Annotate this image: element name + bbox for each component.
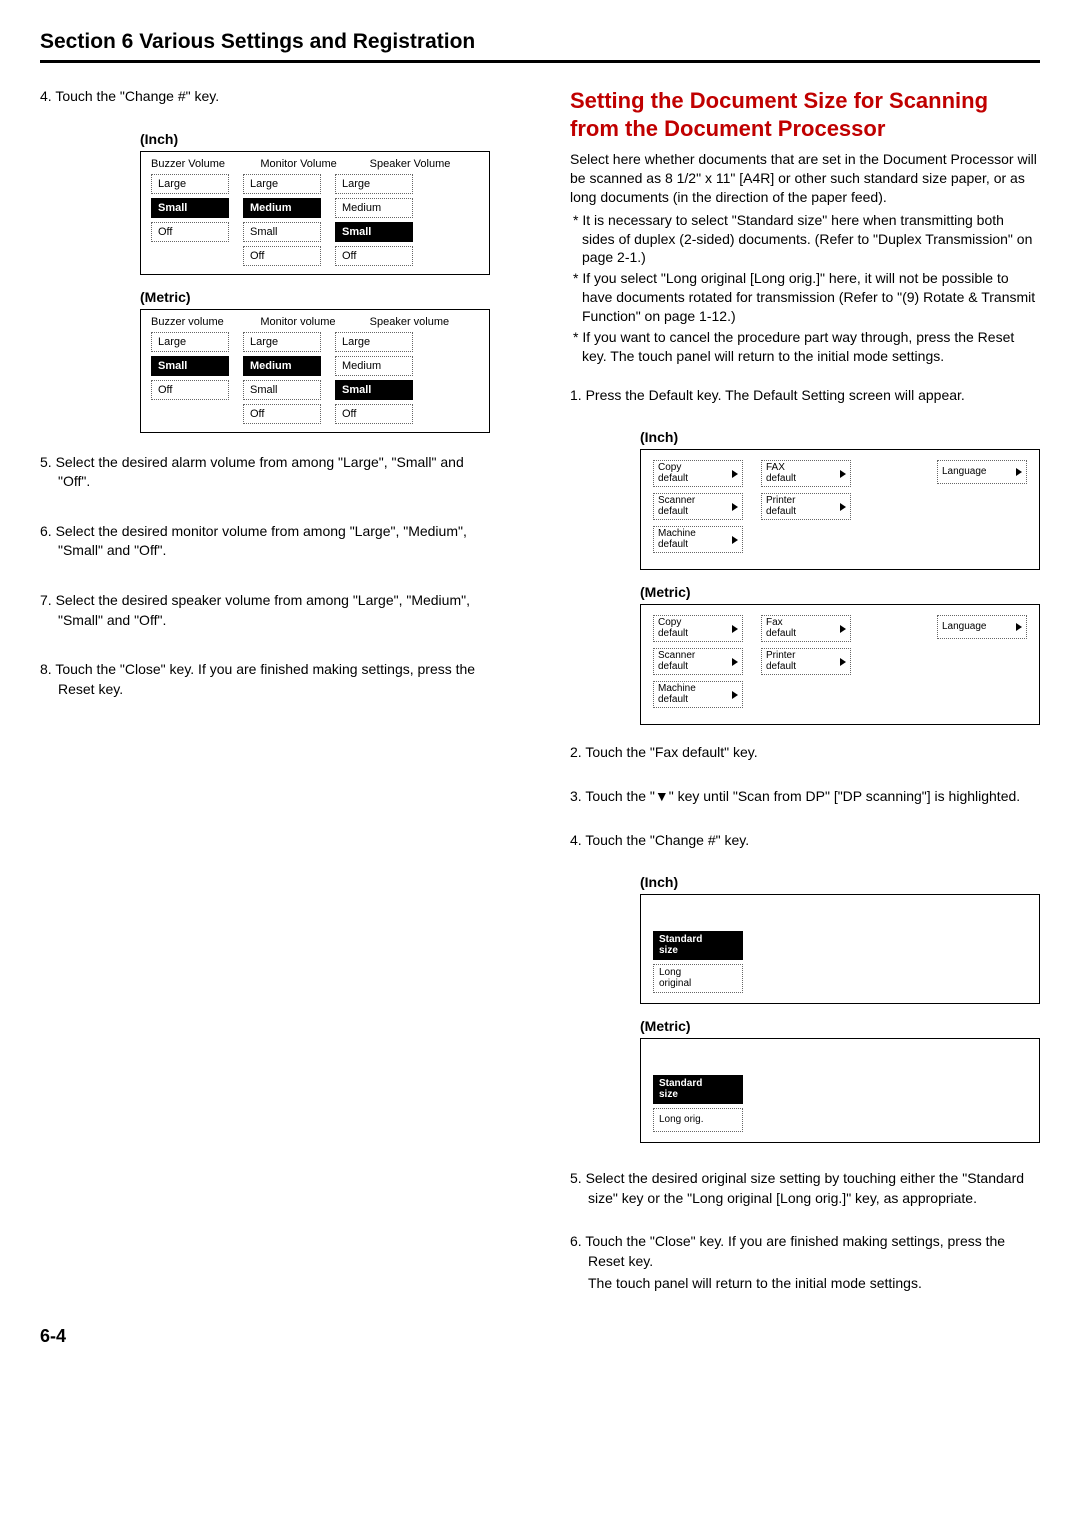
inch-label: (Inch) [140,131,490,147]
page-header: Section 6 Various Settings and Registrat… [40,30,1040,63]
buzzer-small-m[interactable]: Small [151,356,229,376]
metric-label: (Metric) [140,289,490,305]
right-step-2: 2. Touch the "Fax default" key. [570,743,1040,763]
default-row-2-inch: Scannerdefault Printerdefault [653,493,1027,520]
long-original-btn[interactable]: Longoriginal [653,964,743,993]
speaker-off-m[interactable]: Off [335,404,413,424]
default-row-1-inch: Copydefault FAXdefault Language [653,460,1027,487]
language-btn[interactable]: Language [937,460,1027,484]
language-btn-m[interactable]: Language [937,615,1027,639]
speaker-off[interactable]: Off [335,246,413,266]
volume-headers-inch: Buzzer Volume Monitor Volume Speaker Vol… [151,158,479,170]
speaker-small[interactable]: Small [335,222,413,242]
right-note-3: * If you want to cancel the procedure pa… [570,328,1040,366]
default-panel-metric: Copydefault Faxdefault Language Scannerd… [640,604,1040,725]
buzzer-large[interactable]: Large [151,174,229,194]
monitor-col-m: Large Medium Small Off [243,332,321,424]
printer-default-btn-m[interactable]: Printerdefault [761,648,851,675]
buzzer-off[interactable]: Off [151,222,229,242]
monitor-medium[interactable]: Medium [243,198,321,218]
monitor-off-m[interactable]: Off [243,404,321,424]
volume-headers-metric: Buzzer volume Monitor volume Speaker vol… [151,316,479,328]
long-orig-btn-m[interactable]: Long orig. [653,1108,743,1132]
inch-label-size: (Inch) [640,874,1040,890]
speaker-col: Large Medium Small Off [335,174,413,266]
monitor-small[interactable]: Small [243,222,321,242]
monitor-medium-m[interactable]: Medium [243,356,321,376]
right-step-1: 1. Press the Default key. The Default Se… [570,386,1040,406]
header-speaker-m: Speaker volume [370,316,479,328]
right-step-3: 3. Touch the "▼" key until "Scan from DP… [570,787,1040,807]
scanner-default-btn[interactable]: Scannerdefault [653,493,743,520]
default-row-1-metric: Copydefault Faxdefault Language [653,615,1027,642]
size-panel-inch: Standardsize Longoriginal [640,894,1040,1004]
left-step-6: 6. Select the desired monitor volume fro… [40,522,490,561]
size-panel-metric: Standardsize Long orig. [640,1038,1040,1143]
section-title: Section 6 Various Settings and Registrat… [40,30,1040,54]
buzzer-off-m[interactable]: Off [151,380,229,400]
standard-size-btn-m[interactable]: Standardsize [653,1075,743,1104]
metric-label-r: (Metric) [640,584,1040,600]
scanner-default-btn-m[interactable]: Scannerdefault [653,648,743,675]
speaker-col-m: Large Medium Small Off [335,332,413,424]
monitor-small-m[interactable]: Small [243,380,321,400]
inch-label-r: (Inch) [640,429,1040,445]
size-col-metric: Standardsize Long orig. [653,1075,743,1132]
left-column: 4. Touch the "Change #" key. (Inch) Buzz… [40,87,490,1296]
left-step-5: 5. Select the desired alarm volume from … [40,453,490,492]
monitor-large[interactable]: Large [243,174,321,194]
header-buzzer: Buzzer Volume [151,158,260,170]
printer-default-btn[interactable]: Printerdefault [761,493,851,520]
default-row-3-inch: Machinedefault [653,526,1027,553]
right-note-2: * If you select "Long original [Long ori… [570,269,1040,326]
standard-size-btn[interactable]: Standardsize [653,931,743,960]
left-step-8: 8. Touch the "Close" key. If you are fin… [40,660,490,699]
right-step-4: 4. Touch the "Change #" key. [570,831,1040,851]
speaker-small-m[interactable]: Small [335,380,413,400]
two-column-layout: 4. Touch the "Change #" key. (Inch) Buzz… [40,87,1040,1296]
left-step-7: 7. Select the desired speaker volume fro… [40,591,490,630]
right-step-6b: The touch panel will return to the initi… [570,1274,1040,1293]
machine-default-btn-m[interactable]: Machinedefault [653,681,743,708]
size-col-inch: Standardsize Longoriginal [653,931,743,993]
fax-default-btn-m[interactable]: Faxdefault [761,615,851,642]
buzzer-large-m[interactable]: Large [151,332,229,352]
speaker-large-m[interactable]: Large [335,332,413,352]
header-speaker: Speaker Volume [370,158,479,170]
machine-default-btn[interactable]: Machinedefault [653,526,743,553]
volume-cols-metric: Large Small Off Large Medium Small Off L… [151,332,479,424]
monitor-col: Large Medium Small Off [243,174,321,266]
default-row-2-metric: Scannerdefault Printerdefault [653,648,1027,675]
volume-panel-inch: Buzzer Volume Monitor Volume Speaker Vol… [140,151,490,275]
header-monitor-m: Monitor volume [260,316,369,328]
speaker-medium[interactable]: Medium [335,198,413,218]
default-row-3-metric: Machinedefault [653,681,1027,708]
right-note-1: * It is necessary to select "Standard si… [570,211,1040,268]
header-buzzer-m: Buzzer volume [151,316,260,328]
default-panel-inch: Copydefault FAXdefault Language Scannerd… [640,449,1040,570]
buzzer-col-m: Large Small Off [151,332,229,424]
page-number: 6-4 [40,1326,1040,1347]
right-column: Setting the Document Size for Scanning f… [570,87,1040,1296]
monitor-off[interactable]: Off [243,246,321,266]
copy-default-btn[interactable]: Copydefault [653,460,743,487]
buzzer-small[interactable]: Small [151,198,229,218]
header-monitor: Monitor Volume [260,158,369,170]
speaker-medium-m[interactable]: Medium [335,356,413,376]
right-step-5: 5. Select the desired original size sett… [570,1169,1040,1208]
fax-default-btn[interactable]: FAXdefault [761,460,851,487]
right-heading: Setting the Document Size for Scanning f… [570,87,1040,142]
speaker-large[interactable]: Large [335,174,413,194]
left-step-4: 4. Touch the "Change #" key. [40,87,490,107]
right-step-6a: 6. Touch the "Close" key. If you are fin… [570,1232,1040,1271]
volume-panel-metric: Buzzer volume Monitor volume Speaker vol… [140,309,490,433]
monitor-large-m[interactable]: Large [243,332,321,352]
copy-default-btn-m[interactable]: Copydefault [653,615,743,642]
volume-cols-inch: Large Small Off Large Medium Small Off L… [151,174,479,266]
buzzer-col: Large Small Off [151,174,229,266]
metric-label-size: (Metric) [640,1018,1040,1034]
right-intro: Select here whether documents that are s… [570,150,1040,207]
